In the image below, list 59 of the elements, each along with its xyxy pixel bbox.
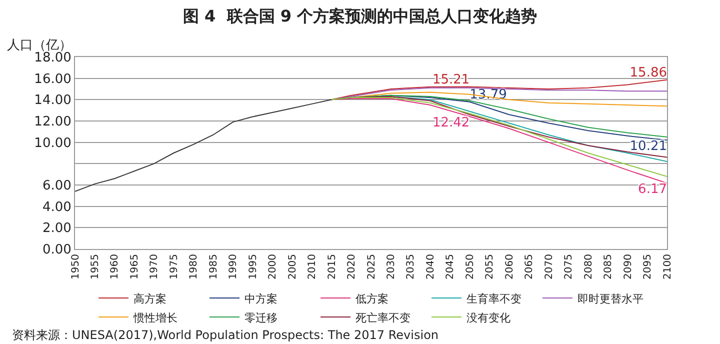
x-tick-label: 1960 (110, 254, 121, 280)
y-tick-label: 10.00 (34, 136, 72, 151)
x-tick-label: 1965 (129, 254, 140, 280)
legend-label: 低方案 (356, 292, 388, 306)
x-tick-label: 2090 (622, 254, 634, 280)
x-tick-label: 2025 (366, 254, 378, 280)
y-tick-label: 4.00 (42, 200, 72, 215)
x-tick-label: 1985 (208, 254, 220, 280)
line-series (331, 87, 667, 100)
chart-title: 图 4 联合国 9 个方案预测的中国总人口变化趋势 (182, 6, 538, 26)
x-tick-label: 1970 (149, 254, 160, 280)
legend-label: 中方案 (244, 292, 278, 306)
y-tick-label: 2.00 (42, 221, 72, 236)
x-tick-label: 1950 (70, 254, 82, 280)
x-tick-label: 2015 (326, 254, 338, 280)
legend-label: 即时更替水平 (578, 292, 644, 306)
data-label: 12.42 (432, 115, 470, 130)
line-series (75, 99, 332, 192)
x-tick-label: 2085 (603, 254, 614, 280)
legend-label: 生育率不变 (466, 292, 522, 306)
x-tick-label: 2080 (583, 254, 594, 280)
x-tick-label: 2045 (445, 254, 456, 280)
x-tick-label: 2005 (287, 254, 298, 280)
y-tick-label: 6.00 (42, 178, 72, 194)
x-tick-label: 2095 (642, 254, 654, 280)
x-tick-label: 2010 (307, 254, 318, 280)
x-tick-label: 1955 (90, 254, 101, 280)
y-tick-label: 14.00 (34, 93, 72, 108)
legend-label: 惯性增长 (132, 311, 178, 324)
y-tick-label: 12.00 (34, 114, 72, 130)
y-tick-label: 0.00 (42, 242, 72, 258)
x-tick-label: 1975 (168, 254, 180, 280)
x-tick-label: 2035 (406, 254, 417, 280)
x-tick-label: 2100 (662, 254, 674, 280)
legend-label: 死亡率不变 (356, 311, 410, 324)
legend-label: 零迁移 (244, 311, 278, 324)
x-tick-label: 1990 (228, 254, 240, 280)
x-tick-label: 1995 (248, 254, 259, 280)
y-tick-label: 18.00 (34, 50, 72, 66)
x-tick-label: 2000 (268, 254, 279, 280)
data-label: 15.21 (432, 72, 470, 88)
x-tick-label: 2040 (425, 254, 436, 280)
data-label: 10.21 (630, 138, 667, 154)
x-tick-label: 1980 (188, 254, 200, 280)
data-label: 15.86 (630, 66, 667, 81)
x-tick-label: 2020 (346, 254, 358, 280)
data-label: 6.17 (638, 182, 667, 197)
x-tick-label: 2030 (386, 254, 397, 280)
y-tick-label: 16.00 (34, 72, 72, 87)
text: 资料来源：UNESA(2017),World Population Prospects: The 2017 Revision (12, 328, 439, 342)
legend-label: 没有变化 (466, 311, 510, 324)
x-tick-label: 2065 (524, 254, 536, 280)
x-tick-label: 2055 (484, 254, 496, 280)
y-axis-title: 人口（亿） (7, 38, 72, 53)
x-tick-label: 2070 (544, 254, 555, 280)
x-tick-label: 2060 (504, 254, 516, 280)
legend-label: 高方案 (134, 292, 166, 306)
x-tick-label: 2050 (464, 254, 476, 280)
x-tick-label: 2075 (564, 254, 575, 280)
